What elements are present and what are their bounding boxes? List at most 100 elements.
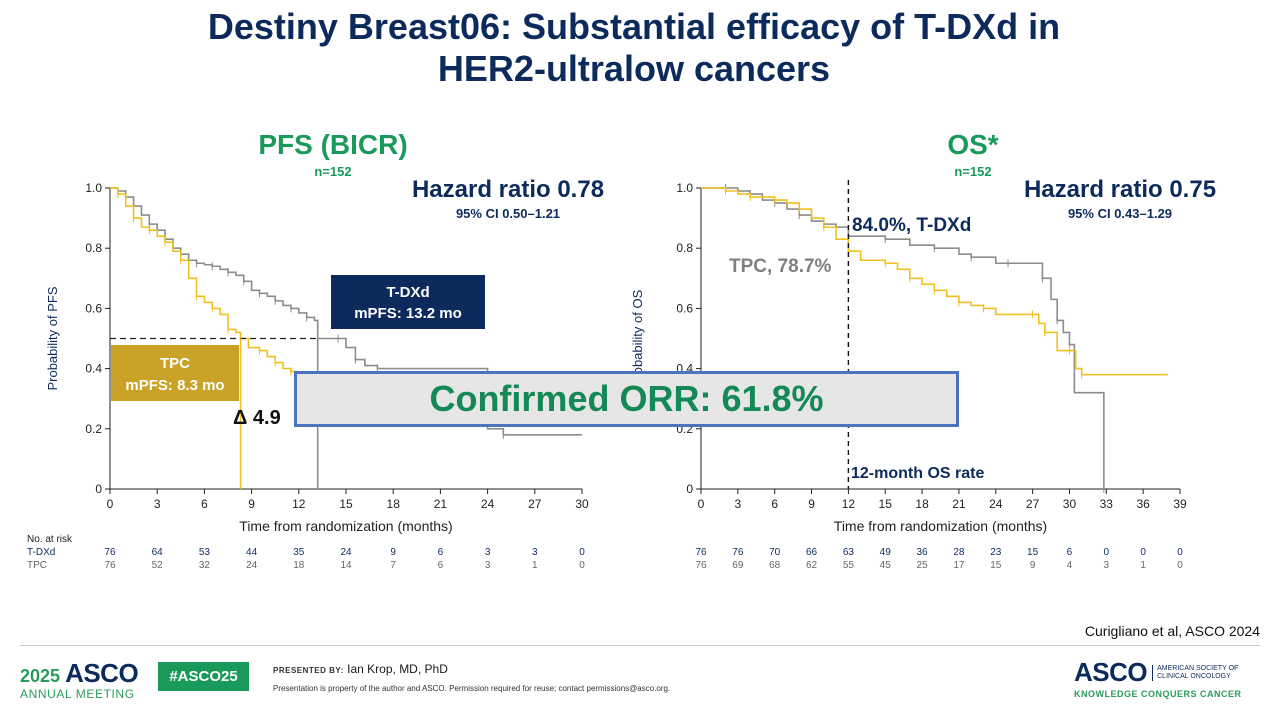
- os-at-risk-value: 4: [1067, 560, 1073, 571]
- os-y-label: Probability of OS: [630, 289, 645, 387]
- pfs-at-risk-value: 3: [485, 547, 491, 558]
- os-tpc-rate: TPC, 78.7%: [729, 256, 832, 277]
- os-x-label: Time from randomization (months): [834, 518, 1047, 534]
- slide-title-line1: Destiny Breast06: Substantial efficacy o…: [207, 6, 1061, 47]
- pfs-y-tick-label: 0.4: [85, 362, 102, 376]
- os-x-tick-label: 6: [771, 497, 778, 511]
- presented-by-label: PRESENTED BY:: [273, 666, 344, 675]
- pfs-y-tick-label: 0.8: [85, 241, 102, 255]
- pfs-at-risk-value: 0: [579, 560, 585, 571]
- pfs-at-risk-value: 35: [293, 547, 305, 558]
- os-title: OS*: [947, 129, 998, 160]
- meeting-name: ASCO: [65, 658, 139, 688]
- os-at-risk-value: 6: [1067, 547, 1073, 558]
- os-x-tick-label: 15: [879, 497, 893, 511]
- pfs-curve-tpc: [110, 187, 300, 375]
- os-at-risk-value: 49: [880, 547, 892, 558]
- pfs-at-risk-value: 6: [438, 560, 444, 571]
- pfs-tpc-box-line1: TPC: [160, 355, 190, 372]
- pfs-at-risk-label: T-DXd: [27, 547, 55, 558]
- os-at-risk-value: 62: [806, 560, 818, 571]
- pfs-tpc-box-line2: mPFS: 8.3 mo: [125, 377, 224, 394]
- os-rate-label: 12-month OS rate: [851, 465, 984, 482]
- os-at-risk-value: 0: [1177, 547, 1183, 558]
- os-at-risk-value: 69: [732, 560, 744, 571]
- pfs-x-tick-label: 18: [387, 497, 401, 511]
- pfs-at-risk-header: No. at risk: [27, 534, 73, 545]
- pfs-at-risk-value: 64: [152, 547, 164, 558]
- os-y-tick-label: 0.6: [676, 301, 693, 315]
- os-at-risk-value: 76: [695, 547, 707, 558]
- os-at-risk-value: 23: [990, 547, 1002, 558]
- pfs-x-tick-label: 0: [107, 497, 114, 511]
- os-x-tick-label: 12: [842, 497, 856, 511]
- os-at-risk-value: 3: [1104, 560, 1110, 571]
- os-hazard-ratio: Hazard ratio 0.75: [1024, 176, 1216, 203]
- pfs-at-risk-value: 52: [152, 560, 164, 571]
- pfs-at-risk-value: 14: [340, 560, 352, 571]
- os-x-tick-label: 27: [1026, 497, 1040, 511]
- os-at-risk-value: 25: [917, 560, 929, 571]
- os-at-risk-value: 28: [953, 547, 965, 558]
- presented-by: PRESENTED BY: Ian Krop, MD, PhD: [273, 662, 448, 676]
- os-at-risk-value: 70: [769, 547, 781, 558]
- pfs-at-risk-label: TPC: [27, 560, 47, 571]
- asco-society-logo: ASCO AMERICAN SOCIETY OF CLINICAL ONCOLO…: [1074, 657, 1249, 699]
- pfs-at-risk-value: 9: [390, 547, 396, 558]
- orr-banner: Confirmed ORR: 61.8%: [294, 371, 959, 427]
- meeting-sub: ANNUAL MEETING: [20, 687, 135, 701]
- pfs-x-tick-label: 3: [154, 497, 161, 511]
- pfs-y-tick-label: 1.0: [85, 181, 102, 195]
- pfs-y-tick-label: 0.6: [85, 301, 102, 315]
- slide-title-line2: HER2-ultralow cancers: [437, 48, 831, 89]
- os-at-risk-value: 15: [1027, 547, 1039, 558]
- pfs-x-tick-label: 21: [434, 497, 448, 511]
- km-charts: PFS (BICR) n=152 Hazard ratio 0.78 95% CI 0…: [27, 129, 1216, 571]
- os-at-risk-value: 15: [990, 560, 1002, 571]
- os-x-tick-label: 21: [952, 497, 966, 511]
- pfs-at-risk-value: 6: [438, 547, 444, 558]
- pfs-delta: Δ 4.9: [233, 407, 281, 429]
- os-at-risk-value: 76: [732, 547, 744, 558]
- os-curve-tpc: [701, 187, 1168, 376]
- pfs-at-risk-value: 3: [485, 560, 491, 571]
- pfs-at-risk-value: 32: [199, 560, 211, 571]
- os-at-risk-value: 45: [880, 560, 892, 571]
- pfs-y-tick-label: 0.2: [85, 422, 102, 436]
- pfs-x-label: Time from randomization (months): [239, 518, 452, 534]
- os-x-tick-label: 24: [989, 497, 1003, 511]
- pfs-at-risk-value: 76: [104, 547, 116, 558]
- asco-tagline: KNOWLEDGE CONQUERS CANCER: [1074, 689, 1242, 699]
- pfs-at-risk-value: 1: [532, 560, 538, 571]
- os-at-risk-value: 66: [806, 547, 818, 558]
- os-at-risk-value: 0: [1104, 547, 1110, 558]
- os-x-tick-label: 3: [735, 497, 742, 511]
- os-subtitle: n=152: [954, 164, 991, 179]
- os-at-risk-value: 9: [1030, 560, 1036, 571]
- pfs-ci: 95% CI 0.50–1.21: [456, 206, 560, 221]
- pfs-tdxd-box-line2: mPFS: 13.2 mo: [354, 305, 462, 322]
- pfs-y-label: Probability of PFS: [45, 286, 60, 390]
- os-x-tick-label: 39: [1173, 497, 1187, 511]
- pfs-x-tick-label: 30: [575, 497, 589, 511]
- os-x-tick-label: 18: [915, 497, 929, 511]
- pfs-tdxd-box-line1: T-DXd: [386, 284, 429, 301]
- pfs-title: PFS (BICR): [258, 129, 407, 160]
- pfs-hazard-ratio: Hazard ratio 0.78: [412, 176, 604, 203]
- os-at-risk-value: 36: [917, 547, 929, 558]
- pfs-tdxd-box: [331, 275, 485, 329]
- pfs-tpc-box: [111, 345, 239, 401]
- pfs-at-risk-value: 0: [579, 547, 585, 558]
- os-at-risk-value: 55: [843, 560, 855, 571]
- pfs-x-tick-label: 27: [528, 497, 542, 511]
- pfs-at-risk-value: 44: [246, 547, 258, 558]
- pfs-x-tick-label: 24: [481, 497, 495, 511]
- pfs-at-risk-value: 53: [199, 547, 211, 558]
- pfs-curve-tdxd: [110, 187, 582, 436]
- slide-title: Destiny Breast06: Substantial efficacy o…: [0, 6, 1268, 90]
- os-x-tick-label: 33: [1100, 497, 1114, 511]
- os-tdxd-rate: 84.0%, T-DXd: [852, 215, 971, 236]
- presenter-name: Ian Krop, MD, PhD: [347, 662, 448, 676]
- os-y-tick-label: 0.8: [676, 241, 693, 255]
- pfs-at-risk-value: 3: [532, 547, 538, 558]
